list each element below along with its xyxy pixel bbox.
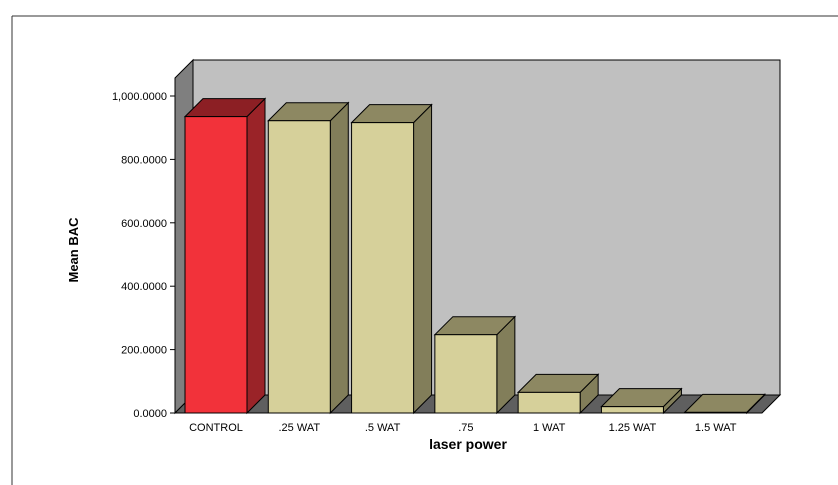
bar-side xyxy=(413,103,433,415)
bars-group xyxy=(183,97,766,415)
bar-front xyxy=(434,334,498,414)
bar-front xyxy=(517,391,581,414)
y-tick-label: 1,000.0000 xyxy=(112,91,167,103)
y-tick-label: 800.0000 xyxy=(121,154,167,166)
x-tick-label: 1 WAT xyxy=(533,422,566,434)
y-axis: 0.0000 200.0000 400.0000 600.0000 800.0000 1,… xyxy=(112,78,176,420)
bar xyxy=(433,315,517,415)
bar xyxy=(350,103,433,415)
x-axis-label: laser power xyxy=(429,436,507,452)
y-tick-label: 600.0000 xyxy=(121,218,167,230)
y-tick-label: 400.0000 xyxy=(121,281,167,293)
x-tick-label: 1.5 WAT xyxy=(695,422,737,434)
y-tick-label: 200.0000 xyxy=(121,345,167,357)
x-tick-label: 1.25 WAT xyxy=(609,422,657,434)
bar-side xyxy=(246,97,266,415)
x-tick-label: CONTROL xyxy=(189,422,243,434)
x-tick-label: .75 xyxy=(458,422,473,434)
bar xyxy=(183,97,267,415)
bar xyxy=(267,101,350,415)
x-axis: CONTROL .25 WAT .5 WAT .75 1 WAT 1.25 WAT 1.5 … xyxy=(175,412,762,434)
bar-front xyxy=(184,116,248,414)
x-tick-label: .5 WAT xyxy=(365,422,401,434)
y-tick-label: 0.0000 xyxy=(133,408,167,420)
bar-front xyxy=(351,122,415,414)
x-tick-label: .25 WAT xyxy=(279,422,321,434)
bar xyxy=(600,387,683,415)
bar xyxy=(516,373,600,415)
y-axis-label: Mean BAC xyxy=(66,217,81,283)
bar-front xyxy=(600,406,664,414)
bar-front xyxy=(267,120,331,414)
bar-side xyxy=(329,101,349,415)
